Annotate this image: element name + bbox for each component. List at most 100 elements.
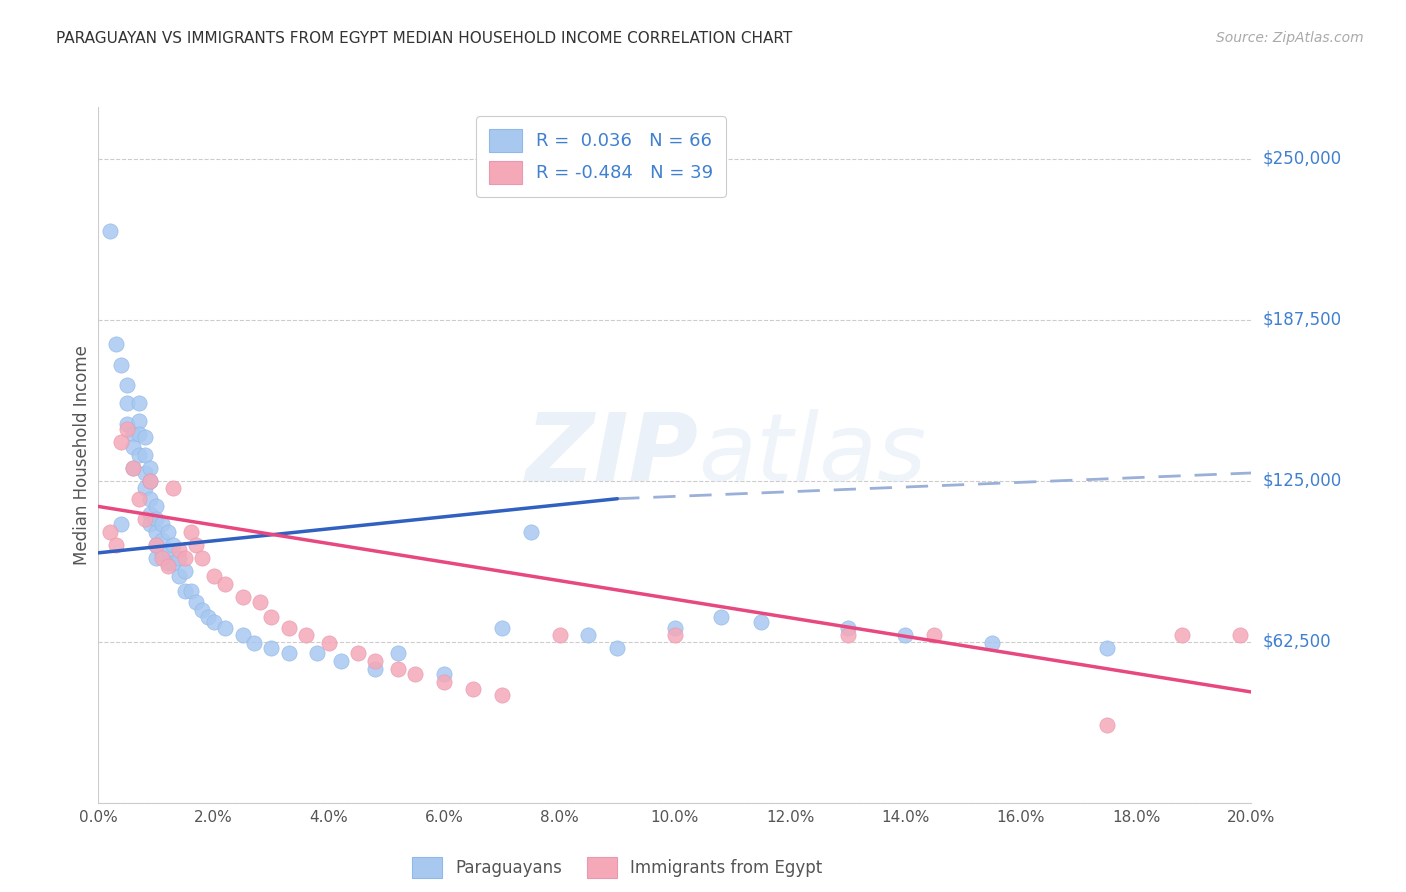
Point — [122, 440, 145, 454]
Point — [122, 460, 145, 475]
Point — [578, 628, 600, 642]
Point — [167, 543, 190, 558]
Text: Source: ZipAtlas.com: Source: ZipAtlas.com — [1216, 31, 1364, 45]
Point — [307, 646, 329, 660]
Point — [156, 543, 179, 558]
Point — [243, 636, 266, 650]
Point — [894, 628, 917, 642]
Point — [664, 621, 686, 635]
Point — [174, 564, 197, 578]
Point — [134, 466, 156, 480]
Point — [150, 551, 173, 566]
Point — [134, 512, 156, 526]
Point — [491, 688, 513, 702]
Point — [346, 646, 368, 660]
Point — [180, 525, 202, 540]
Text: ZIP: ZIP — [524, 409, 697, 501]
Point — [150, 546, 173, 560]
Point — [139, 474, 162, 488]
Point — [134, 430, 156, 444]
Point — [139, 517, 162, 532]
Point — [191, 602, 214, 616]
Point — [117, 378, 138, 392]
Point — [202, 615, 225, 630]
Point — [318, 636, 340, 650]
Point — [150, 517, 173, 532]
Point — [117, 422, 138, 436]
Point — [214, 621, 236, 635]
Point — [104, 538, 127, 552]
Point — [461, 682, 484, 697]
Point — [405, 667, 427, 681]
Point — [387, 646, 409, 660]
Point — [202, 569, 225, 583]
Point — [110, 435, 132, 450]
Point — [156, 558, 179, 573]
Point — [145, 512, 167, 526]
Y-axis label: Median Household Income: Median Household Income — [73, 345, 91, 565]
Point — [197, 610, 219, 624]
Point — [837, 621, 859, 635]
Point — [1229, 628, 1251, 642]
Point — [174, 584, 197, 599]
Point — [606, 641, 628, 656]
Point — [98, 525, 121, 540]
Point — [1171, 628, 1194, 642]
Point — [139, 460, 162, 475]
Point — [139, 474, 162, 488]
Point — [295, 628, 318, 642]
Point — [520, 525, 543, 540]
Point — [156, 556, 179, 570]
Point — [548, 628, 571, 642]
Point — [128, 396, 150, 410]
Point — [156, 525, 179, 540]
Point — [277, 646, 299, 660]
Point — [491, 621, 513, 635]
Point — [364, 654, 387, 668]
Point — [922, 628, 945, 642]
Point — [128, 427, 150, 442]
Point — [110, 517, 132, 532]
Point — [134, 448, 156, 462]
Point — [364, 662, 387, 676]
Point — [145, 538, 167, 552]
Point — [231, 628, 254, 642]
Point — [433, 674, 456, 689]
Point — [145, 500, 167, 514]
Point — [117, 396, 138, 410]
Point — [128, 414, 150, 428]
Point — [214, 576, 236, 591]
Point — [433, 667, 456, 681]
Point — [1097, 718, 1119, 732]
Point — [191, 551, 214, 566]
Text: $187,500: $187,500 — [1263, 310, 1341, 328]
Point — [329, 654, 352, 668]
Point — [128, 448, 150, 462]
Point — [162, 482, 184, 496]
Legend: Paraguayans, Immigrants from Egypt: Paraguayans, Immigrants from Egypt — [405, 850, 830, 885]
Text: $250,000: $250,000 — [1263, 150, 1341, 168]
Point — [98, 224, 121, 238]
Text: $125,000: $125,000 — [1263, 472, 1341, 490]
Point — [260, 610, 283, 624]
Point — [145, 538, 167, 552]
Point — [145, 525, 167, 540]
Text: atlas: atlas — [697, 409, 927, 500]
Point — [162, 556, 184, 570]
Text: PARAGUAYAN VS IMMIGRANTS FROM EGYPT MEDIAN HOUSEHOLD INCOME CORRELATION CHART: PARAGUAYAN VS IMMIGRANTS FROM EGYPT MEDI… — [56, 31, 793, 46]
Point — [186, 595, 208, 609]
Point — [162, 538, 184, 552]
Point — [710, 610, 733, 624]
Point — [837, 628, 859, 642]
Point — [231, 590, 254, 604]
Point — [186, 538, 208, 552]
Point — [150, 533, 173, 547]
Point — [110, 358, 132, 372]
Point — [117, 417, 138, 431]
Point — [249, 595, 271, 609]
Point — [167, 569, 190, 583]
Point — [122, 427, 145, 442]
Point — [134, 482, 156, 496]
Point — [122, 460, 145, 475]
Point — [139, 507, 162, 521]
